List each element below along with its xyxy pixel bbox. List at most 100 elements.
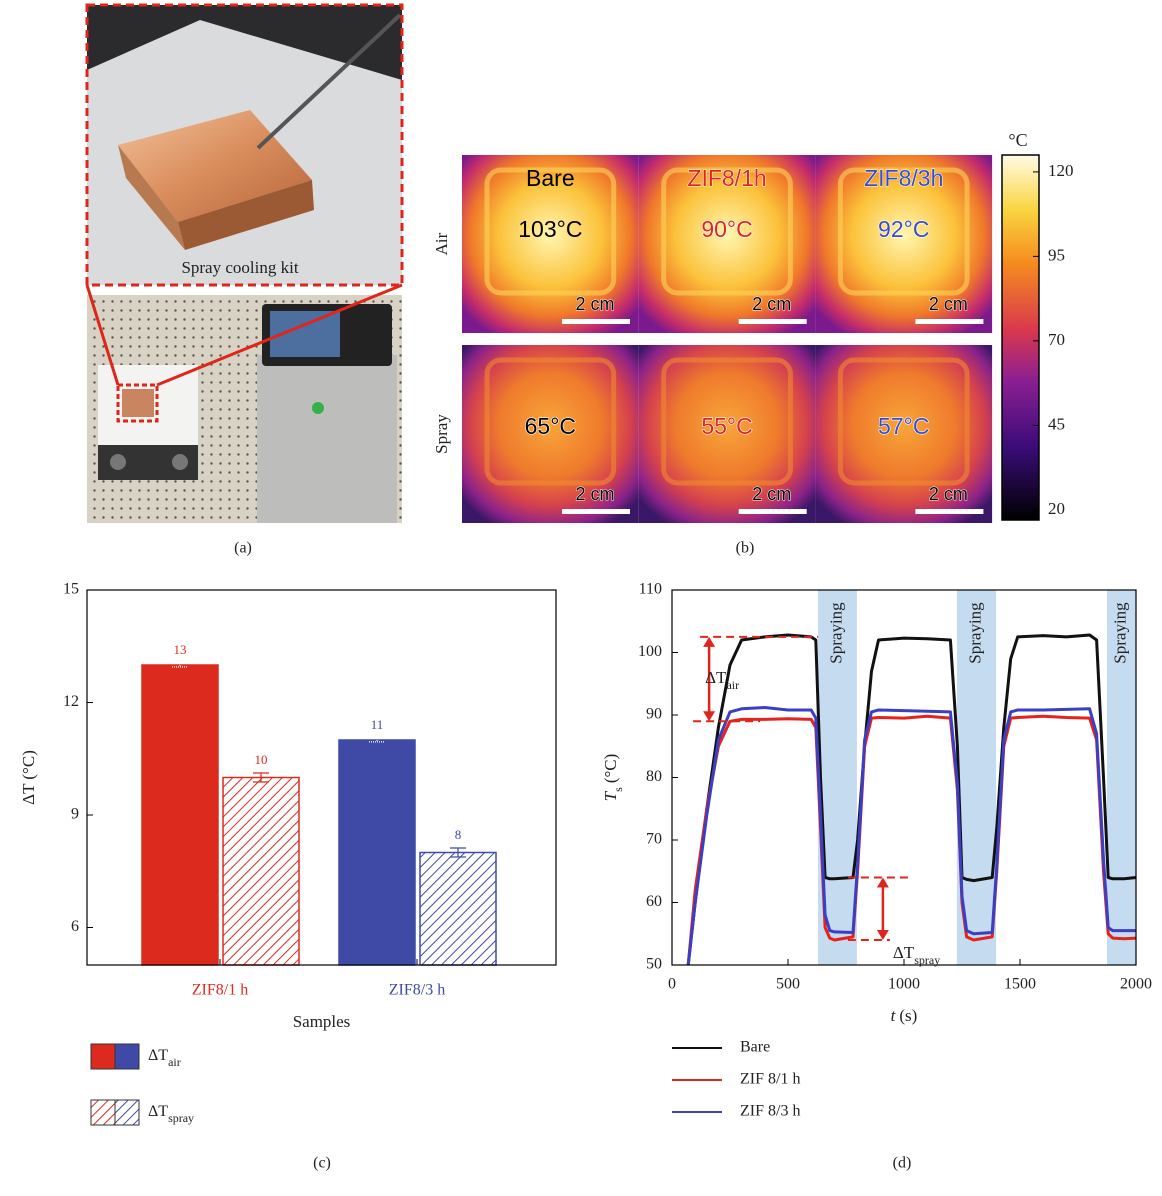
colorbar-tick-label: 95	[1048, 245, 1065, 264]
scale-bar-label: 2 cm	[929, 484, 968, 504]
x-tick-label: ZIF8/1 h	[192, 982, 248, 999]
arrow-head	[703, 711, 715, 721]
sample	[122, 389, 154, 417]
band-label: Spraying	[826, 602, 845, 664]
controller-box	[257, 355, 397, 523]
y-tick-label: 12	[63, 693, 79, 710]
legend-label: ΔTspray	[148, 1103, 194, 1125]
photo-panel: Spray cooling kit	[87, 5, 402, 523]
y-tick-label: 6	[71, 918, 79, 935]
annotation-label-part: air	[726, 678, 739, 692]
knob	[172, 454, 188, 470]
legend-swatch	[115, 1044, 139, 1069]
legend-label: ΔTair	[148, 1047, 181, 1069]
colorbar-tick-label: 120	[1048, 161, 1074, 180]
y-tick-label: 50	[646, 956, 662, 973]
legend-label-part: ΔT	[148, 1103, 168, 1120]
y-axis-label: Ts(°C)	[601, 754, 625, 802]
legend-label-part: spray	[168, 1111, 194, 1125]
inset-label: Spray cooling kit	[181, 258, 298, 277]
scale-bar	[915, 319, 983, 324]
y-tick-label: 70	[646, 831, 662, 848]
annotation-label: ΔTspray	[893, 943, 940, 967]
value-label: 13	[174, 642, 187, 657]
legend-label-part: ΔT	[148, 1047, 168, 1064]
arrow-head	[877, 878, 889, 888]
scale-bar	[562, 319, 630, 324]
bar	[420, 853, 496, 966]
legend-swatch	[91, 1100, 115, 1125]
x-tick-label: 500	[776, 976, 800, 993]
sample-label: ZIF8/1h	[687, 165, 766, 191]
bar	[339, 740, 415, 965]
series-line	[688, 716, 1136, 965]
figure: Spray cooling kit (a) (b) Air Bare 103°C 2 …	[0, 0, 1162, 1196]
y-tick-label: 15	[63, 581, 79, 598]
scale-bar-label: 2 cm	[752, 294, 791, 314]
x-tick-label: 2000	[1120, 976, 1152, 993]
legend-label: ZIF 8/1 h	[740, 1071, 800, 1088]
bar	[223, 778, 299, 966]
legend-swatch	[91, 1044, 115, 1069]
scale-bar	[562, 509, 630, 514]
y-tick-label: 110	[639, 581, 662, 598]
panel-caption: (b)	[736, 540, 755, 557]
colorbar-tick-label: 70	[1048, 330, 1065, 349]
panel-caption: (c)	[313, 1155, 331, 1172]
tag	[312, 402, 324, 414]
legend-swatch	[115, 1100, 139, 1125]
scale-bar-label: 2 cm	[575, 484, 614, 504]
y-axis-label-part: s	[611, 787, 625, 792]
x-tick-label: ZIF8/3 h	[389, 982, 445, 999]
panel-caption: (d)	[893, 1155, 912, 1172]
x-axis-label: t(s)	[891, 1006, 918, 1025]
y-tick-label: 80	[646, 768, 662, 785]
temperature-label: 65°C	[525, 413, 576, 439]
knob	[110, 454, 126, 470]
series-line	[688, 708, 1136, 966]
y-tick-label: 90	[646, 706, 662, 723]
colorbar	[1002, 155, 1039, 520]
row-label: Spray	[432, 414, 451, 454]
temperature-label: 55°C	[701, 413, 752, 439]
colorbar-tick-label: 45	[1048, 414, 1065, 433]
y-tick-label: 60	[646, 893, 662, 910]
y-tick-label: 100	[638, 643, 662, 660]
x-tick-label: 1500	[1004, 976, 1036, 993]
y-tick-label: 9	[71, 806, 79, 823]
scale-bar-label: 2 cm	[752, 484, 791, 504]
y-axis-label: ΔT (°C)	[19, 750, 38, 805]
temperature-label: 90°C	[701, 216, 752, 242]
arrow-head	[703, 637, 715, 647]
scale-bar	[739, 319, 807, 324]
value-label: 8	[455, 827, 462, 842]
x-tick-label: 0	[668, 976, 676, 993]
value-label: 11	[371, 717, 384, 732]
annotation-label-part: ΔT	[705, 668, 727, 687]
temperature-label: 103°C	[518, 216, 582, 242]
legend-label: ZIF 8/3 h	[740, 1103, 800, 1120]
scale-bar-label: 2 cm	[575, 294, 614, 314]
scale-bar-label: 2 cm	[929, 294, 968, 314]
temperature-label: 57°C	[878, 413, 929, 439]
x-axis-label-part: (s)	[899, 1006, 917, 1025]
y-axis-label-part: (°C)	[601, 754, 620, 783]
sample-label: ZIF8/3h	[864, 165, 943, 191]
colorbar-unit: °C	[1008, 130, 1027, 150]
scale-bar	[915, 509, 983, 514]
series-line	[688, 635, 1136, 965]
band-label: Spraying	[1110, 602, 1129, 664]
legend-label: Bare	[740, 1039, 770, 1056]
panel-caption: (a)	[234, 540, 252, 557]
temperature-label: 92°C	[878, 216, 929, 242]
scale-bar	[739, 509, 807, 514]
x-axis-label-part: t	[891, 1006, 897, 1025]
sample-label: Bare	[526, 165, 575, 191]
x-axis-label: Samples	[293, 1012, 351, 1031]
value-label: 10	[255, 752, 268, 767]
row-label: Air	[432, 232, 451, 255]
bar	[142, 665, 218, 965]
legend-label-part: air	[168, 1055, 181, 1069]
colorbar-tick-label: 20	[1048, 499, 1065, 518]
band-label: Spraying	[965, 602, 984, 664]
